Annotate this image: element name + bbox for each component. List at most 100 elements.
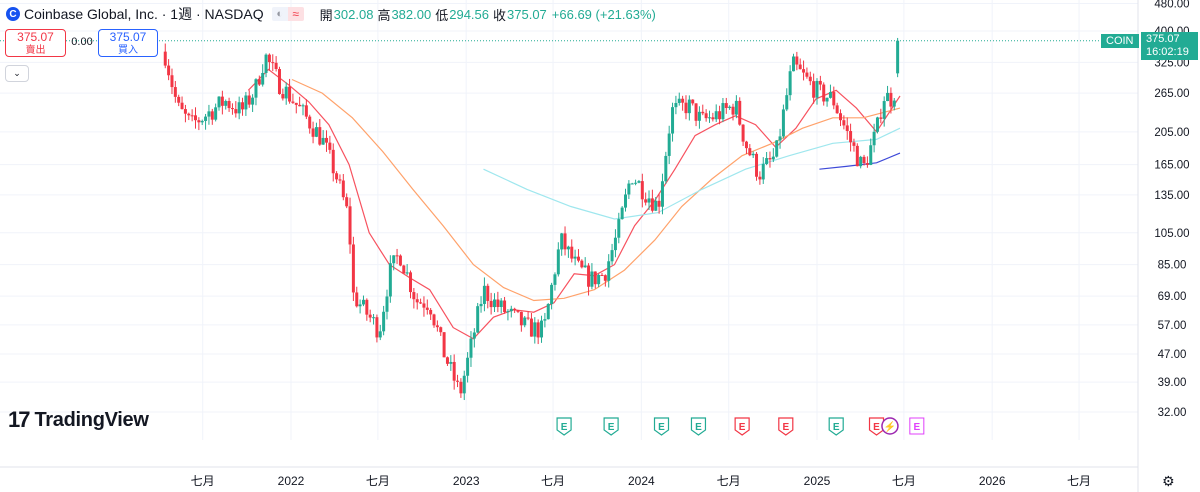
candle-body[interactable] (597, 275, 601, 285)
gear-icon[interactable]: ⚙ (1162, 473, 1175, 489)
candle-body[interactable] (358, 304, 362, 307)
candle-body[interactable] (573, 256, 577, 259)
candle-body[interactable] (237, 102, 241, 114)
candle-body[interactable] (731, 106, 735, 115)
candle-body[interactable] (257, 79, 261, 85)
candle-body[interactable] (741, 124, 745, 142)
candle-body[interactable] (691, 99, 695, 104)
candle-body[interactable] (775, 140, 779, 157)
candle-body[interactable] (664, 155, 668, 182)
candle-body[interactable] (802, 69, 806, 73)
candle-body[interactable] (650, 198, 654, 211)
candle-body[interactable] (415, 299, 419, 303)
candle-body[interactable] (412, 292, 416, 300)
candle-body[interactable] (640, 181, 644, 200)
candle-body[interactable] (459, 381, 463, 394)
candle-body[interactable] (325, 137, 329, 143)
candle-body[interactable] (496, 299, 500, 307)
candle-body[interactable] (331, 149, 335, 174)
candle-body[interactable] (671, 107, 675, 134)
candle-body[interactable] (533, 322, 537, 337)
candle-body[interactable] (543, 319, 547, 321)
earnings-marker[interactable] (556, 417, 572, 436)
candle-body[interactable] (593, 271, 597, 285)
candle-body[interactable] (798, 64, 802, 70)
candle-body[interactable] (563, 233, 567, 250)
candle-body[interactable] (291, 101, 295, 103)
candle-body[interactable] (284, 86, 288, 99)
candle-body[interactable] (812, 81, 816, 98)
candle-body[interactable] (392, 255, 396, 264)
candle-body[interactable] (405, 272, 409, 274)
candle-body[interactable] (395, 255, 399, 257)
candle-body[interactable] (456, 380, 460, 382)
candle-body[interactable] (197, 120, 201, 123)
candle-body[interactable] (738, 100, 742, 125)
candle-body[interactable] (550, 284, 554, 305)
candle-body[interactable] (193, 115, 197, 121)
candle-body[interactable] (429, 309, 433, 315)
candle-body[interactable] (462, 375, 466, 394)
candle-body[interactable] (627, 183, 631, 195)
candle-body[interactable] (277, 69, 281, 95)
candle-body[interactable] (435, 325, 439, 328)
candle-body[interactable] (697, 111, 701, 121)
candle-body[interactable] (647, 198, 651, 203)
candle-body[interactable] (587, 265, 591, 287)
candle-body[interactable] (432, 314, 436, 326)
candle-body[interactable] (351, 244, 355, 293)
candle-body[interactable] (828, 92, 832, 98)
candle-body[interactable] (825, 97, 829, 102)
candle-body[interactable] (321, 137, 325, 145)
candle-body[interactable] (489, 300, 493, 308)
candle-body[interactable] (674, 103, 678, 108)
candle-body[interactable] (758, 176, 762, 180)
candle-body[interactable] (570, 246, 574, 259)
candle-body[interactable] (617, 219, 621, 238)
candle-body[interactable] (503, 300, 507, 313)
candle-body[interactable] (815, 80, 819, 98)
candle-body[interactable] (469, 338, 473, 358)
candle-body[interactable] (163, 51, 167, 66)
candle-body[interactable] (378, 331, 382, 338)
candle-body[interactable] (896, 40, 900, 74)
candle-body[interactable] (755, 153, 759, 177)
candle-body[interactable] (241, 102, 245, 110)
candle-body[interactable] (771, 156, 775, 160)
candle-body[interactable] (180, 102, 184, 110)
candle-body[interactable] (583, 265, 587, 268)
candle-body[interactable] (486, 285, 490, 301)
candle-body[interactable] (234, 109, 238, 114)
candle-body[interactable] (529, 318, 533, 337)
candle-body[interactable] (419, 302, 423, 304)
candle-body[interactable] (580, 260, 584, 268)
candle-body[interactable] (879, 117, 883, 119)
dividend-event-marker[interactable] (881, 417, 899, 435)
candle-body[interactable] (869, 145, 873, 165)
candle-body[interactable] (254, 79, 258, 98)
candle-body[interactable] (294, 102, 298, 105)
candle-body[interactable] (600, 275, 604, 277)
candle-body[interactable] (365, 299, 369, 315)
candle-body[interactable] (264, 54, 268, 73)
candle-body[interactable] (882, 101, 886, 119)
candle-body[interactable] (808, 76, 812, 82)
candle-body[interactable] (482, 285, 486, 304)
candle-body[interactable] (348, 206, 352, 245)
tradingview-logo[interactable]: 17 TradingView (8, 407, 149, 433)
candle-body[interactable] (744, 141, 748, 149)
candle-body[interactable] (546, 304, 550, 320)
candle-body[interactable] (701, 111, 705, 114)
candle-body[interactable] (748, 148, 752, 156)
candle-body[interactable] (368, 314, 372, 318)
candle-body[interactable] (318, 127, 322, 145)
candle-body[interactable] (361, 299, 365, 305)
candle-body[interactable] (875, 117, 879, 132)
earnings-marker[interactable] (690, 417, 707, 436)
candle-body[interactable] (889, 92, 893, 107)
candle-body[interactable] (190, 115, 194, 117)
earnings-marker[interactable] (603, 417, 619, 436)
candle-body[interactable] (281, 94, 285, 99)
candle-body[interactable] (560, 233, 564, 250)
candle-body[interactable] (375, 317, 379, 338)
